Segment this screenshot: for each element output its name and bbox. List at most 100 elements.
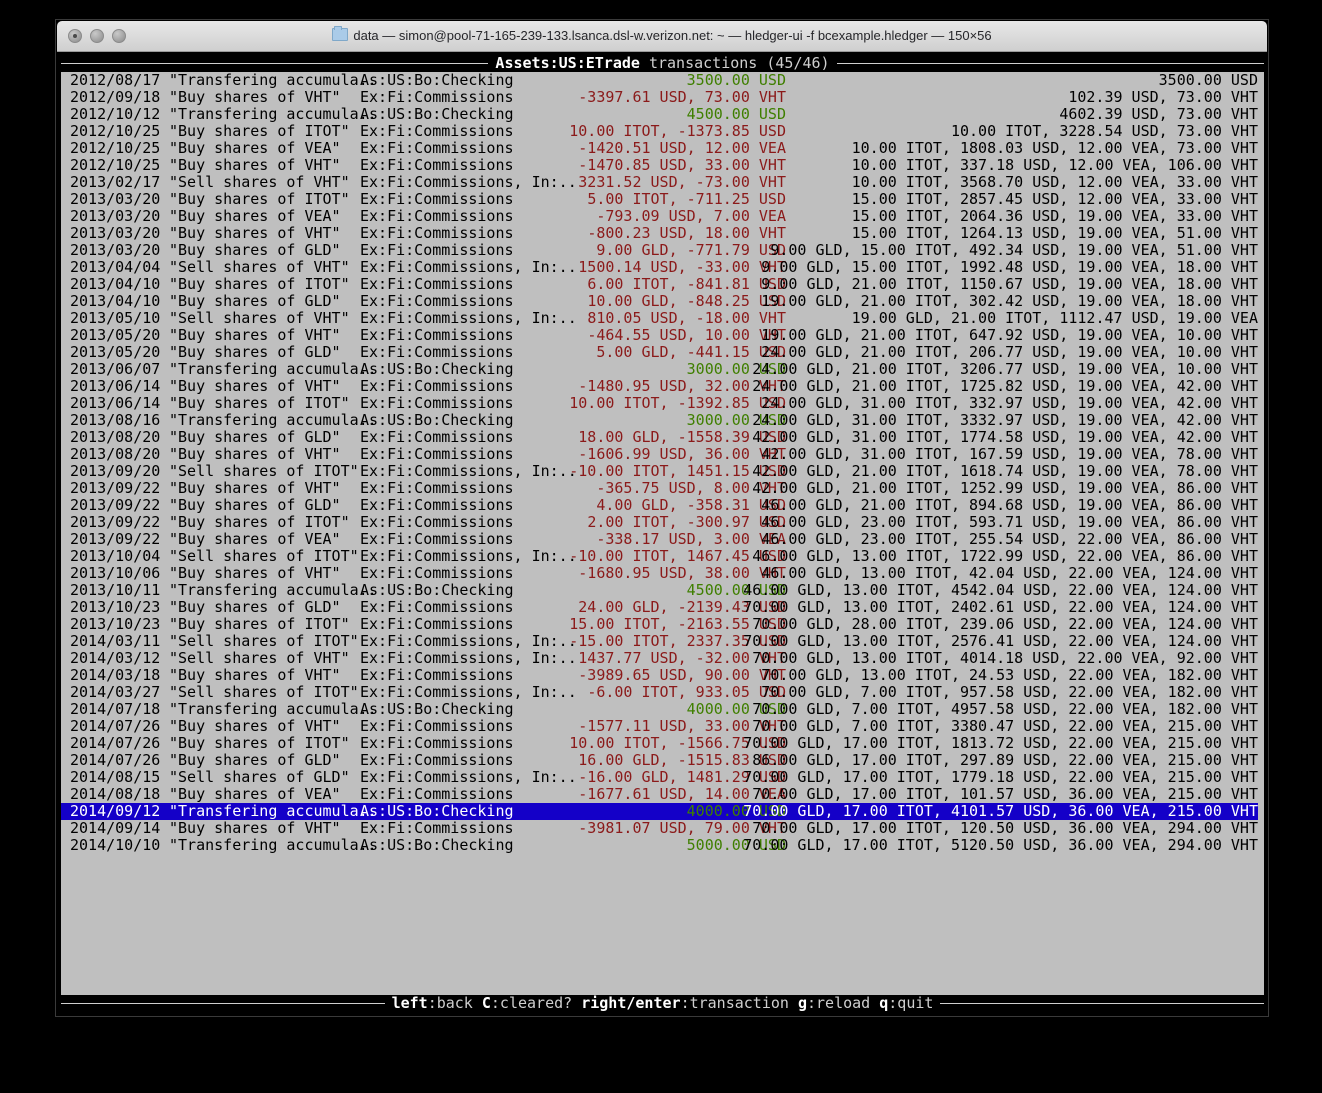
- table-row[interactable]: 2014/08/18 "Buy shares of VEA" Ex:Fi:Commi…: [61, 786, 1264, 803]
- row-balance: 70.00 GLD, 17.00 ITOT, 4101.57 USD, 36.0…: [743, 802, 1258, 820]
- table-row[interactable]: 2013/08/20 "Buy shares of GLD" Ex:Fi:Commi…: [61, 429, 1264, 446]
- row-amount: 810.05 USD, -18.00 VHT: [587, 309, 786, 327]
- row-balance: 19.00 GLD, 21.00 ITOT, 302.42 USD, 19.00…: [761, 292, 1258, 310]
- table-row[interactable]: 2012/10/25 "Buy shares of VHT" Ex:Fi:Commi…: [61, 157, 1264, 174]
- row-description: "Transfering accumula..: [169, 105, 377, 123]
- row-date: 2014/03/12: [70, 649, 161, 667]
- row-amount: -800.23 USD, 18.00 VHT: [587, 224, 786, 242]
- row-description: "Buy shares of GLD": [169, 428, 341, 446]
- row-description: "Sell shares of VHT": [169, 649, 350, 667]
- table-row[interactable]: 2013/03/20 "Buy shares of VEA" Ex:Fi:Commi…: [61, 208, 1264, 225]
- table-row[interactable]: 2014/09/12 "Transfering accumula.. As:US:B…: [61, 803, 1264, 820]
- row-balance: 42.00 GLD, 31.00 ITOT, 167.59 USD, 19.00…: [761, 445, 1258, 463]
- table-row[interactable]: 2014/07/18 "Transfering accumula.. As:US:B…: [61, 701, 1264, 718]
- window-titlebar[interactable]: data — simon@pool-71-165-239-133.lsanca.…: [57, 21, 1267, 52]
- table-row[interactable]: 2013/09/22 "Buy shares of VHT" Ex:Fi:Commi…: [61, 480, 1264, 497]
- row-account: Ex:Fi:Commissions: [360, 122, 514, 140]
- table-row[interactable]: 2014/07/26 "Buy shares of VHT" Ex:Fi:Commi…: [61, 718, 1264, 735]
- table-row[interactable]: 2014/10/10 "Transfering accumula.. As:US:B…: [61, 837, 1264, 854]
- table-row[interactable]: 2013/08/16 "Transfering accumula.. As:US:B…: [61, 412, 1264, 429]
- table-row[interactable]: 2013/04/10 "Buy shares of ITOT" Ex:Fi:Comm…: [61, 276, 1264, 293]
- table-row[interactable]: 2014/07/26 "Buy shares of GLD" Ex:Fi:Commi…: [61, 752, 1264, 769]
- table-row[interactable]: 2012/10/12 "Transfering accumula.. As:US:B…: [61, 106, 1264, 123]
- table-row[interactable]: 2013/09/22 "Buy shares of ITOT" Ex:Fi:Comm…: [61, 514, 1264, 531]
- table-row[interactable]: 2013/06/14 "Buy shares of VHT" Ex:Fi:Commi…: [61, 378, 1264, 395]
- row-date: 2013/06/07: [70, 360, 161, 378]
- table-row[interactable]: 2013/09/20 "Sell shares of ITOT" Ex:Fi:Com…: [61, 463, 1264, 480]
- footer-keybindings: left:back C:cleared? right/enter:transac…: [385, 995, 941, 1012]
- table-row[interactable]: 2012/09/18 "Buy shares of VHT" Ex:Fi:Commi…: [61, 89, 1264, 106]
- transactions-list[interactable]: 2012/08/17 "Transfering accumula.. As:US:B…: [61, 72, 1264, 1012]
- row-balance: 4602.39 USD, 73.00 VHT: [1059, 105, 1258, 123]
- vertical-scrollbar[interactable]: [1258, 89, 1264, 1012]
- table-row[interactable]: 2013/03/20 "Buy shares of VHT" Ex:Fi:Commi…: [61, 225, 1264, 242]
- table-row[interactable]: 2013/09/22 "Buy shares of VEA" Ex:Fi:Commi…: [61, 531, 1264, 548]
- row-amount: -1680.95 USD, 38.00 VHT: [578, 564, 786, 582]
- row-amount: -1470.85 USD, 33.00 VHT: [578, 156, 786, 174]
- row-account: Ex:Fi:Commissions, In:..: [360, 649, 577, 667]
- row-balance: 24.00 GLD, 31.00 ITOT, 332.97 USD, 19.00…: [761, 394, 1258, 412]
- row-balance: 70.00 GLD, 13.00 ITOT, 24.53 USD, 22.00 …: [761, 666, 1258, 684]
- table-row[interactable]: 2013/06/07 "Transfering accumula.. As:US:B…: [61, 361, 1264, 378]
- table-row[interactable]: 2013/10/23 "Buy shares of ITOT" Ex:Fi:Comm…: [61, 616, 1264, 633]
- row-date: 2013/08/20: [70, 428, 161, 446]
- row-date: 2013/10/11: [70, 581, 161, 599]
- table-row[interactable]: 2012/10/25 "Buy shares of ITOT" Ex:Fi:Comm…: [61, 123, 1264, 140]
- row-amount: -793.09 USD, 7.00 VEA: [596, 207, 786, 225]
- table-row[interactable]: 2013/10/23 "Buy shares of GLD" Ex:Fi:Commi…: [61, 599, 1264, 616]
- table-row[interactable]: 2013/05/10 "Sell shares of VHT" Ex:Fi:Comm…: [61, 310, 1264, 327]
- row-account: Ex:Fi:Commissions, In:..: [360, 632, 577, 650]
- row-account: Ex:Fi:Commissions: [360, 615, 514, 633]
- row-amount: -6.00 ITOT, 933.05 USD: [587, 683, 786, 701]
- minimize-button[interactable]: [90, 29, 104, 43]
- table-row[interactable]: 2013/09/22 "Buy shares of GLD" Ex:Fi:Commi…: [61, 497, 1264, 514]
- row-amount: -365.75 USD, 8.00 VHT: [596, 479, 786, 497]
- row-amount: -338.17 USD, 3.00 VEA: [596, 530, 786, 548]
- row-description: "Buy shares of ITOT": [169, 734, 350, 752]
- row-amount: 24.00 GLD, -2139.43 USD: [578, 598, 786, 616]
- table-row[interactable]: 2014/03/27 "Sell shares of ITOT" Ex:Fi:Com…: [61, 684, 1264, 701]
- row-description: "Buy shares of ITOT": [169, 394, 350, 412]
- row-account: Ex:Fi:Commissions: [360, 717, 514, 735]
- row-description: "Transfering accumula..: [169, 72, 377, 89]
- header-count: (45/46): [766, 55, 830, 72]
- row-description: "Buy shares of ITOT": [169, 513, 350, 531]
- row-balance: 10.00 ITOT, 3568.70 USD, 12.00 VEA, 33.0…: [851, 173, 1258, 191]
- table-row[interactable]: 2013/05/20 "Buy shares of GLD" Ex:Fi:Commi…: [61, 344, 1264, 361]
- window-controls: [68, 29, 126, 43]
- table-row[interactable]: 2013/05/20 "Buy shares of VHT" Ex:Fi:Commi…: [61, 327, 1264, 344]
- table-row[interactable]: 2014/03/12 "Sell shares of VHT" Ex:Fi:Comm…: [61, 650, 1264, 667]
- row-account: Ex:Fi:Commissions: [360, 564, 514, 582]
- row-date: 2013/10/23: [70, 598, 161, 616]
- row-balance: 46.00 GLD, 21.00 ITOT, 894.68 USD, 19.00…: [761, 496, 1258, 514]
- row-account: Ex:Fi:Commissions: [360, 190, 514, 208]
- row-date: 2013/08/20: [70, 445, 161, 463]
- row-date: 2014/10/10: [70, 836, 161, 854]
- close-button[interactable]: [68, 29, 82, 43]
- row-account: Ex:Fi:Commissions: [360, 445, 514, 463]
- table-row[interactable]: 2013/06/14 "Buy shares of ITOT" Ex:Fi:Comm…: [61, 395, 1264, 412]
- table-row[interactable]: 2013/02/17 "Sell shares of VHT" Ex:Fi:Comm…: [61, 174, 1264, 191]
- table-row[interactable]: 2014/03/11 "Sell shares of ITOT" Ex:Fi:Com…: [61, 633, 1264, 650]
- table-row[interactable]: 2012/08/17 "Transfering accumula.. As:US:B…: [61, 72, 1264, 89]
- table-row[interactable]: 2014/07/26 "Buy shares of ITOT" Ex:Fi:Comm…: [61, 735, 1264, 752]
- table-row[interactable]: 2013/10/06 "Buy shares of VHT" Ex:Fi:Commi…: [61, 565, 1264, 582]
- table-row[interactable]: 2014/08/15 "Sell shares of GLD" Ex:Fi:Comm…: [61, 769, 1264, 786]
- table-row[interactable]: 2013/03/20 "Buy shares of ITOT" Ex:Fi:Comm…: [61, 191, 1264, 208]
- table-row[interactable]: 2013/04/04 "Sell shares of VHT" Ex:Fi:Comm…: [61, 259, 1264, 276]
- table-row[interactable]: 2014/03/18 "Buy shares of VHT" Ex:Fi:Commi…: [61, 667, 1264, 684]
- row-date: 2014/09/14: [70, 819, 161, 837]
- footer-action: :back: [427, 995, 482, 1012]
- table-row[interactable]: 2013/08/20 "Buy shares of VHT" Ex:Fi:Commi…: [61, 446, 1264, 463]
- table-row[interactable]: 2013/10/11 "Transfering accumula.. As:US:B…: [61, 582, 1264, 599]
- row-account: As:US:Bo:Checking: [360, 802, 514, 820]
- zoom-button[interactable]: [112, 29, 126, 43]
- row-date: 2014/07/18: [70, 700, 161, 718]
- table-row[interactable]: 2014/09/14 "Buy shares of VHT" Ex:Fi:Commi…: [61, 820, 1264, 837]
- table-row[interactable]: 2013/10/04 "Sell shares of ITOT" Ex:Fi:Com…: [61, 548, 1264, 565]
- table-row[interactable]: 2013/04/10 "Buy shares of GLD" Ex:Fi:Commi…: [61, 293, 1264, 310]
- table-row[interactable]: 2013/03/20 "Buy shares of GLD" Ex:Fi:Commi…: [61, 242, 1264, 259]
- row-amount: -1480.95 USD, 32.00 VHT: [578, 377, 786, 395]
- row-balance: 46.00 GLD, 13.00 ITOT, 42.04 USD, 22.00 …: [761, 564, 1258, 582]
- table-row[interactable]: 2012/10/25 "Buy shares of VEA" Ex:Fi:Commi…: [61, 140, 1264, 157]
